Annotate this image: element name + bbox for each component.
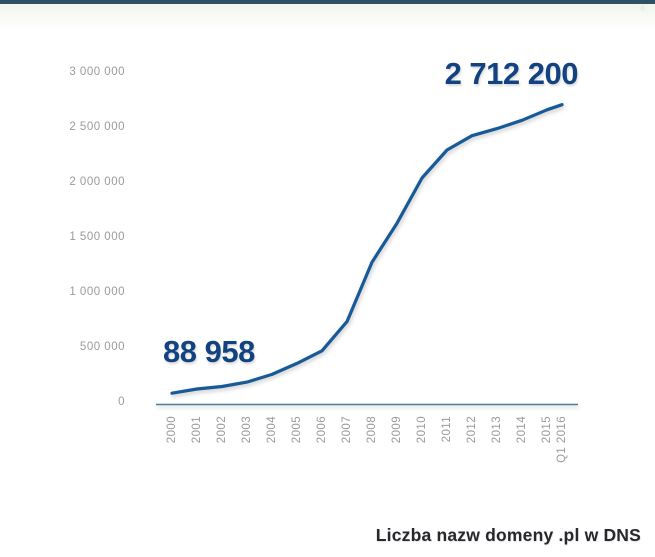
y-axis-tick-label: 2 000 000 [69, 176, 125, 188]
y-axis-tick-label: 500 000 [79, 341, 125, 353]
annotation-start-value: 88 958 [163, 334, 255, 370]
y-axis-tick-label: 2 500 000 [69, 121, 125, 133]
x-axis-tick-label: 2009 [391, 416, 403, 444]
x-axis-tick-label: 2013 [491, 416, 503, 444]
x-axis-tick-label: 2004 [266, 416, 278, 444]
y-axis-tick-label: 3 000 000 [69, 66, 125, 78]
annotation-end-value: 2 712 200 [444, 55, 579, 91]
x-axis-tick-label: 2015 [541, 416, 553, 444]
top-border-bar [0, 0, 655, 4]
x-axis-tick-label: Q1 2016 [556, 416, 568, 463]
chart-title: Liczba nazw domeny .pl w DNS [375, 525, 641, 545]
x-axis-tick-label: 2012 [466, 416, 478, 444]
x-axis-tick-label: 2014 [516, 416, 528, 444]
y-axis-tick-label: 1 000 000 [69, 286, 125, 298]
x-axis-tick-label: 2002 [216, 416, 228, 444]
x-axis-tick-label: 2007 [341, 416, 353, 444]
x-axis-tick-label: 2003 [241, 416, 253, 444]
y-axis-tick-label: 0 [118, 396, 125, 408]
data-line [170, 103, 564, 395]
x-axis-tick-label: 2005 [291, 416, 303, 444]
x-axis-tick-label: 2001 [191, 416, 203, 444]
x-axis-tick-label: 2010 [416, 416, 428, 444]
x-axis-tick-label: 2011 [441, 416, 453, 443]
y-axis-tick-label: 1 500 000 [69, 231, 125, 243]
x-axis-tick-label: 2000 [166, 416, 178, 444]
corner-artifact-icon: ✳ [637, 3, 647, 15]
x-axis-tick-label: 2006 [316, 416, 328, 444]
top-tint-gradient [0, 4, 655, 30]
x-axis-tick-label: 2008 [366, 416, 378, 444]
